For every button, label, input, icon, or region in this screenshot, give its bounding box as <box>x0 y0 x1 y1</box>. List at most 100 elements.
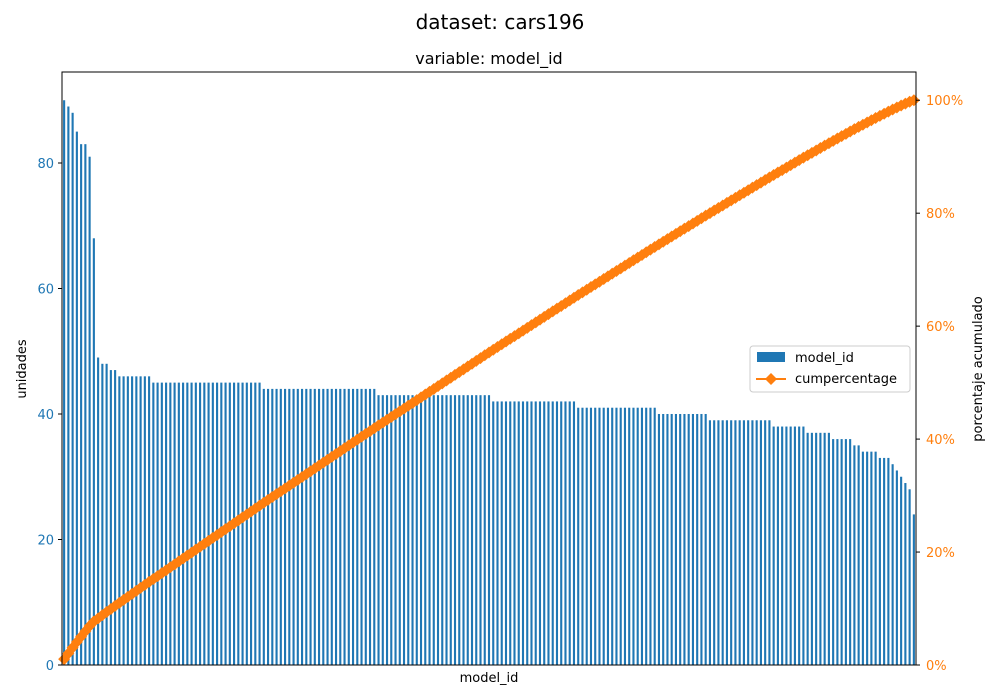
bar <box>356 388 359 665</box>
bar <box>742 420 745 665</box>
bar <box>411 395 414 665</box>
bar <box>462 395 465 665</box>
bar <box>402 395 406 665</box>
bar <box>466 395 469 665</box>
bar <box>908 489 911 665</box>
y2-tick-label: 40% <box>926 433 955 448</box>
y-axis-label: unidades <box>15 339 30 399</box>
bar <box>118 376 121 665</box>
bar <box>725 420 728 665</box>
bar <box>122 376 125 665</box>
bar <box>806 432 809 665</box>
bar <box>704 413 707 665</box>
bar <box>530 401 533 665</box>
bar <box>470 395 474 665</box>
bar <box>160 382 163 665</box>
bar <box>802 426 805 665</box>
y2-tick-label: 60% <box>926 320 955 335</box>
bar <box>866 451 869 665</box>
bar <box>560 401 563 665</box>
bar <box>453 395 457 665</box>
bar <box>585 407 588 665</box>
chart-title: variable: model_id <box>415 49 562 69</box>
bar <box>267 388 270 665</box>
bar <box>360 388 363 665</box>
bar <box>487 395 491 665</box>
bar <box>139 376 142 665</box>
y-tick-label: 20 <box>37 533 54 548</box>
bar <box>428 395 431 665</box>
bar <box>373 388 376 665</box>
bar <box>275 388 278 665</box>
legend-bar-swatch <box>757 352 785 362</box>
cumulative-point <box>249 502 262 515</box>
bar <box>653 407 656 665</box>
cumulative-point <box>848 123 861 136</box>
bar <box>840 439 843 665</box>
bar <box>861 451 864 665</box>
bar <box>343 388 346 665</box>
bar <box>131 376 134 665</box>
bar <box>211 382 214 665</box>
y-tick-label: 0 <box>46 659 54 674</box>
bar <box>547 401 550 665</box>
bar <box>789 426 792 665</box>
bar <box>347 388 350 665</box>
bar <box>768 420 771 665</box>
cumulative-line-layer <box>58 94 920 666</box>
bar <box>245 382 248 665</box>
bar <box>284 388 287 665</box>
bar <box>836 439 839 665</box>
bar <box>700 413 703 665</box>
bar <box>75 131 78 666</box>
bar <box>296 388 299 665</box>
cumulative-point <box>121 590 134 603</box>
bar <box>271 388 274 665</box>
right-axis-ticks: 0% 20% 40% 60% 80% 100% <box>916 94 963 674</box>
bar <box>424 395 427 665</box>
bar <box>262 388 265 665</box>
bar <box>279 388 282 665</box>
bar <box>636 407 639 665</box>
bar <box>581 407 584 665</box>
bar <box>823 432 826 665</box>
bar <box>165 382 168 665</box>
y2-tick-label: 80% <box>926 207 955 222</box>
bar <box>449 395 452 665</box>
bar <box>670 413 673 665</box>
bar <box>853 445 856 665</box>
bar <box>538 401 542 665</box>
bar <box>874 451 877 665</box>
bar <box>734 420 737 665</box>
bar <box>190 382 193 665</box>
bar <box>334 388 338 665</box>
bar <box>687 413 690 665</box>
bar <box>819 432 822 665</box>
bar <box>84 144 87 665</box>
bar <box>407 395 410 665</box>
bar <box>292 388 295 665</box>
bar <box>152 382 155 665</box>
bar <box>148 376 151 665</box>
bar <box>798 426 801 665</box>
bar <box>377 395 380 665</box>
bar <box>751 420 754 665</box>
bar <box>458 395 461 665</box>
bar <box>71 112 74 666</box>
bar <box>657 413 661 665</box>
y2-tick-label: 20% <box>926 546 955 561</box>
bar <box>305 388 308 665</box>
bar <box>721 420 724 665</box>
bar <box>640 407 644 665</box>
bar <box>207 382 210 665</box>
bar <box>602 407 605 665</box>
bar <box>199 382 202 665</box>
bar <box>564 401 567 665</box>
bar <box>844 439 847 665</box>
y-tick-label: 80 <box>37 157 54 172</box>
bar <box>717 420 720 665</box>
bar <box>92 238 95 666</box>
bar <box>326 388 329 665</box>
bar <box>80 144 83 665</box>
